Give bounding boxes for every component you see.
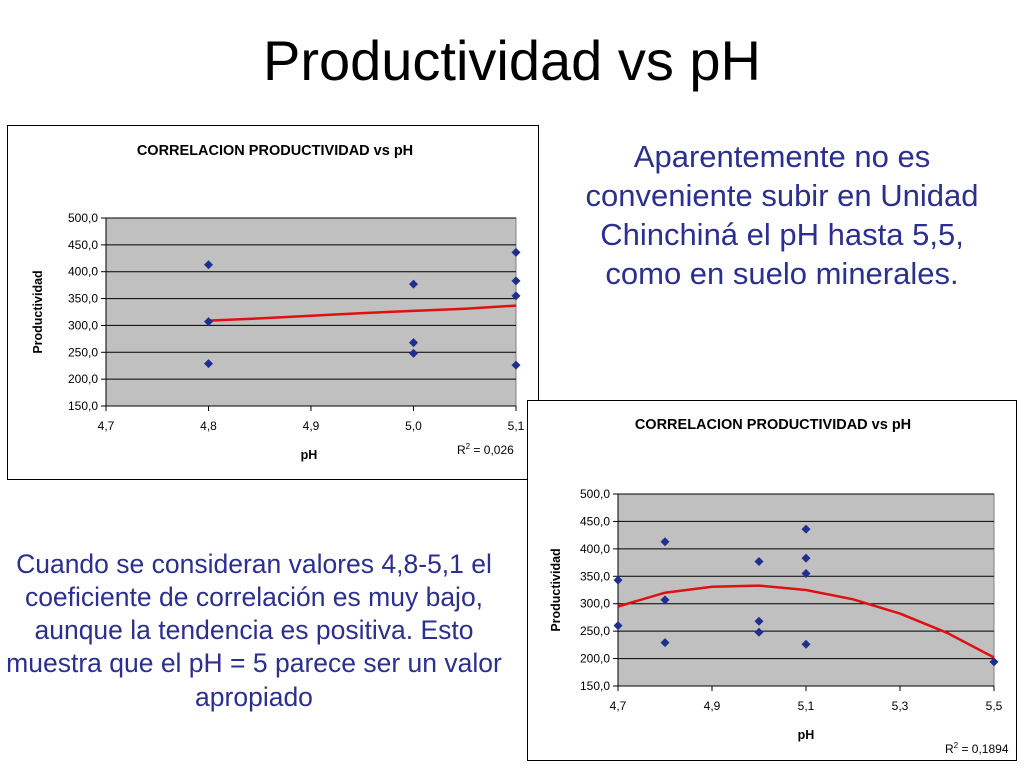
y-tick-label: 300,0: [68, 318, 98, 332]
y-tick-label: 400,0: [580, 542, 610, 556]
r-squared-label: R2 = 0,026: [457, 442, 514, 457]
data-point: [204, 317, 213, 327]
y-tick-label: 200,0: [580, 652, 610, 666]
y-tick-label: 450,0: [580, 514, 610, 528]
plot-area: [105, 217, 517, 407]
x-tick-label: 4,7: [610, 699, 627, 713]
y-tick-label: 350,0: [580, 569, 610, 583]
x-tick-label: 4,9: [704, 699, 721, 713]
y-axis-label: Productividad: [31, 270, 45, 353]
trendline: [208, 304, 517, 322]
data-point: [801, 569, 811, 579]
data-point: [989, 657, 999, 667]
trendline: [617, 584, 995, 659]
y-tick-label: 150,0: [68, 399, 98, 413]
data-point: [613, 621, 623, 631]
data-point: [409, 279, 418, 289]
y-tick-label: 350,0: [68, 292, 98, 306]
data-point: [511, 360, 521, 370]
data-point: [754, 616, 764, 626]
data-point: [660, 638, 670, 648]
y-tick-label: 500,0: [580, 487, 610, 501]
x-tick-label: 5,1: [508, 419, 525, 433]
y-tick-label: 150,0: [580, 679, 610, 693]
chart-1-svg: CORRELACION PRODUCTIVIDAD vs pH 150,0 200,…: [31, 143, 525, 462]
chart-2-svg: CORRELACION PRODUCTIVIDAD vs pH 150,0 200,…: [549, 417, 1009, 756]
y-axis-label: Productividad: [549, 548, 563, 631]
data-point: [511, 247, 521, 257]
data-point: [754, 556, 764, 566]
data-point: [660, 595, 670, 605]
data-point: [409, 338, 418, 348]
slide-title: Productividad vs pH: [262, 29, 761, 92]
y-tick-label: 200,0: [68, 372, 98, 386]
data-point: [754, 627, 764, 637]
x-tick-label: 4,9: [303, 419, 320, 433]
data-point: [613, 575, 623, 585]
data-point: [660, 537, 670, 547]
y-tick-label: 250,0: [580, 624, 610, 638]
chart-title: CORRELACION PRODUCTIVIDAD vs pH: [137, 143, 413, 159]
data-point: [204, 260, 213, 270]
chart-correlation-ph-range: CORRELACION PRODUCTIVIDAD vs pH 150,0 200,…: [7, 125, 539, 480]
data-point: [204, 359, 213, 369]
note-top: Aparentemente no es conveniente subir en…: [585, 139, 979, 292]
x-tick-label: 4,7: [98, 419, 115, 433]
data-point: [801, 524, 811, 534]
x-tick-label: 5,1: [798, 699, 815, 713]
chart-title: CORRELACION PRODUCTIVIDAD vs pH: [635, 417, 911, 433]
x-tick-label: 5,3: [892, 699, 909, 713]
y-tick-label: 400,0: [68, 265, 98, 279]
data-point: [801, 553, 811, 563]
x-tick-label: 5,0: [405, 419, 422, 433]
y-tick-label: 250,0: [68, 345, 98, 359]
chart-correlation-full-range: CORRELACION PRODUCTIVIDAD vs pH 150,0 200,…: [527, 400, 1017, 761]
x-tick-label: 4,8: [200, 419, 217, 433]
r-squared-label: R2 = 0,1894: [945, 741, 1009, 756]
x-tick-label: 5,5: [986, 699, 1003, 713]
y-tick-label: 300,0: [580, 597, 610, 611]
y-tick-label: 500,0: [68, 211, 98, 225]
data-point: [409, 348, 418, 358]
note-bottom: Cuando se consideran valores 4,8-5,1 el …: [6, 549, 502, 712]
y-tick-label: 450,0: [68, 238, 98, 252]
x-axis-label: pH: [301, 448, 318, 462]
data-point: [511, 276, 521, 286]
x-axis-label: pH: [798, 728, 815, 742]
data-point: [801, 639, 811, 649]
data-point: [511, 291, 521, 301]
